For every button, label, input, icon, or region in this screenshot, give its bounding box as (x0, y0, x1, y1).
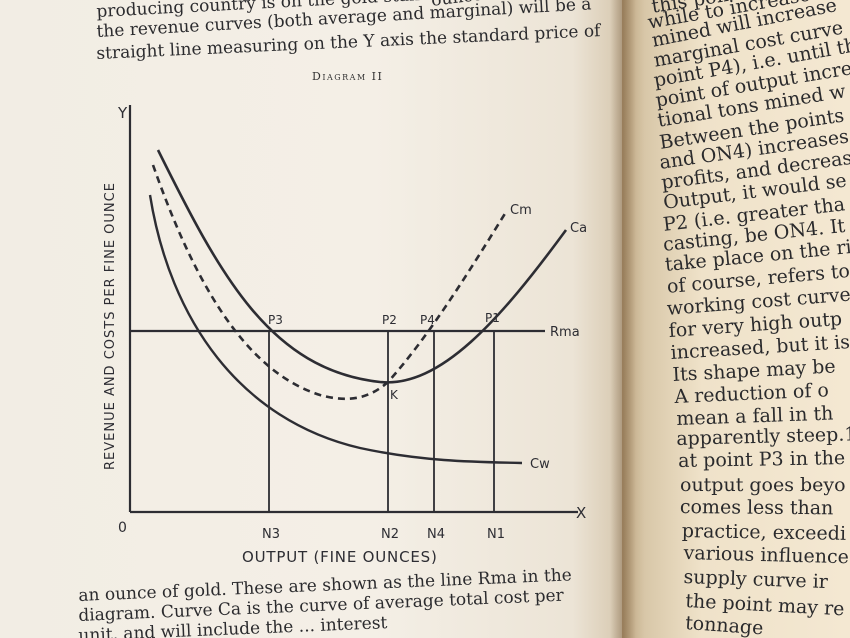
p4-label: P4 (420, 313, 435, 327)
p1-label: P1 (485, 311, 500, 325)
y-axis-letter: Y (117, 104, 128, 122)
right-page-line: supply curve ir (683, 566, 829, 594)
n4-tick-label: N4 (427, 527, 445, 542)
p3-label: P3 (268, 313, 283, 327)
right-page-line: apparently steep.1 (676, 423, 850, 450)
right-page-line: output goes beyo (680, 474, 846, 496)
p2-label: P2 (382, 313, 397, 327)
n2-tick-label: N2 (381, 527, 399, 542)
ca-label: Ca (570, 221, 587, 236)
right-page-line: various influence (683, 542, 850, 569)
cm-label: Cm (510, 203, 532, 218)
cw-label: Cw (530, 457, 550, 472)
origin-label: 0 (118, 520, 127, 536)
cm-curve (151, 164, 508, 401)
diagram-title: Diagram II (312, 70, 384, 83)
rma-label: Rma (550, 325, 580, 340)
right-page-line: tonnage (684, 612, 765, 638)
ca-curve (156, 149, 568, 384)
right-page-line: comes less than (679, 496, 834, 520)
right-page: this point ... increasewhile to increase… (622, 0, 850, 638)
n3-tick-label: N3 (262, 527, 280, 542)
right-page-line: at point P3 in the (678, 447, 846, 472)
left-page: ounce of gold. If the producing country … (0, 0, 622, 638)
y-axis-title: REVENUE AND COSTS PER FINE OUNCE (103, 182, 118, 470)
right-page-line: practice, exceedi (681, 520, 847, 545)
x-axis-title: OUTPUT (FINE OUNCES) (242, 548, 438, 566)
k-label: K (390, 388, 399, 402)
n1-tick-label: N1 (487, 527, 505, 542)
diagram-figure: Y X 0 REVENUE AND COSTS PER FINE OUNCE O… (103, 104, 587, 566)
book-gutter (610, 0, 636, 638)
x-axis-letter: X (576, 504, 586, 522)
cw-curve (148, 194, 523, 465)
